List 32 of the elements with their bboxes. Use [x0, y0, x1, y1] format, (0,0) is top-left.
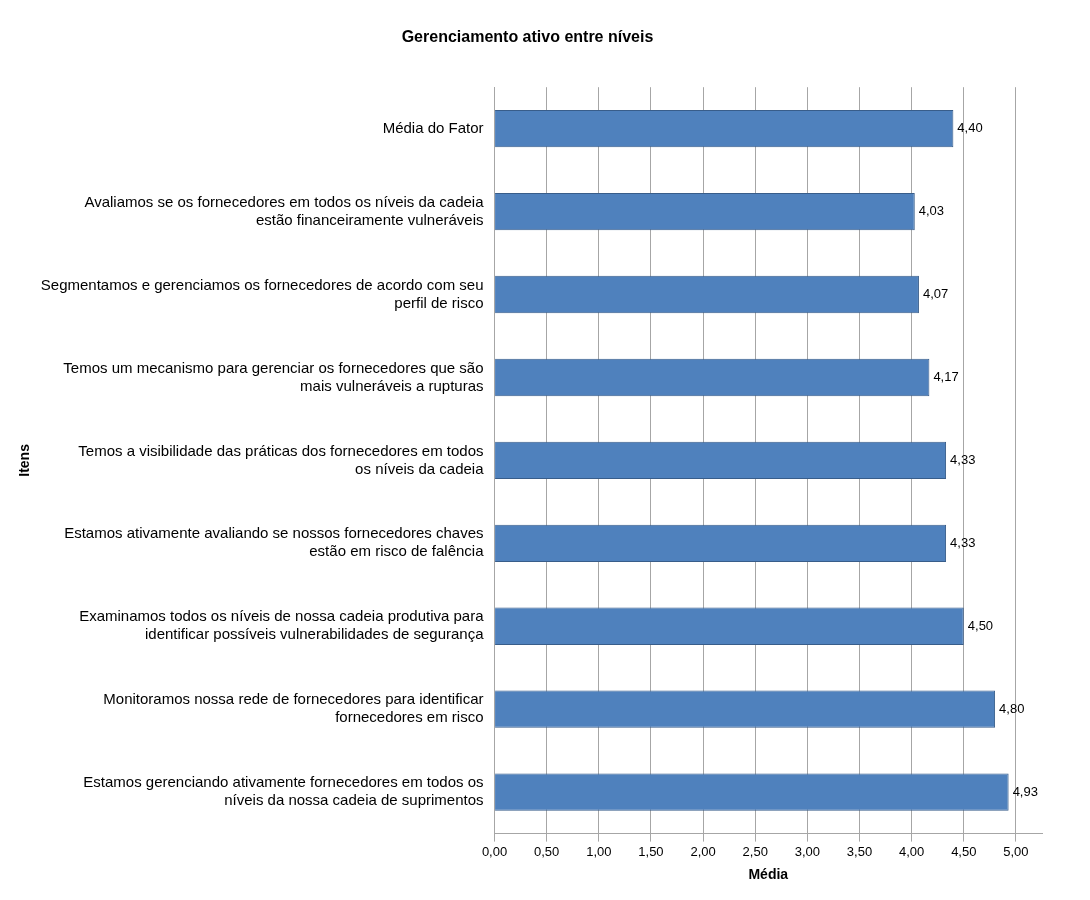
data-label: 4,03 — [918, 203, 945, 219]
data-label: 4,40 — [957, 120, 983, 136]
y-tick-label: Temos um mecanismo para gerenciar os fornecedores que são mais vulneráveis a rupturas — [63, 358, 484, 394]
x-tick-label: 1,50 — [638, 843, 664, 859]
y-tick-label: Avaliamos se os fornecedores em todos os níveis da cadeia estão financeiramente vulneráveis — [84, 192, 485, 228]
x-tick-label: 4,50 — [951, 843, 977, 859]
x-tick-label: 5,00 — [1003, 843, 1029, 859]
y-axis-title: Itens — [16, 443, 33, 477]
x-tick-label: 3,50 — [846, 843, 873, 859]
data-label: 4,50 — [967, 617, 994, 633]
data-label: 4,33 — [950, 451, 976, 467]
x-axis-title: Média — [748, 866, 789, 883]
y-tick-label: Estamos gerenciando ativamente fornecedores em todos os níveis da nossa cadeia de suprimentos — [83, 773, 484, 809]
y-tick-label: Média do Fator — [382, 118, 484, 136]
y-tick-label: Estamos ativamente avaliando se nossos fornecedores chaves estão em risco de falência — [64, 524, 485, 560]
data-label: 4,07 — [922, 286, 949, 302]
data-label: 4,17 — [933, 369, 959, 385]
x-tick-label: 0,00 — [481, 843, 508, 859]
x-tick-label: 3,00 — [794, 843, 821, 859]
x-tick-label: 2,00 — [690, 843, 716, 859]
y-tick-label: Segmentamos e gerenciamos os fornecedores de acordo com seu perfil de risco — [40, 275, 484, 311]
x-tick-label: 4,00 — [899, 843, 925, 859]
data-label: 4,33 — [950, 534, 976, 550]
y-tick-label: Monitoramos nossa rede de fornecedores para identificar fornecedores em risco — [103, 690, 484, 726]
x-tick-label: 2,50 — [742, 843, 768, 859]
x-tick-label: 0,50 — [534, 843, 560, 859]
data-label: 4,80 — [999, 700, 1025, 716]
chart-title: Gerenciamento ativo entre níveis — [401, 28, 654, 46]
x-tick-label: 1,00 — [586, 843, 612, 859]
y-tick-label: Temos a visibilidade das práticas dos fornecedores em todos os níveis da cadeia — [78, 441, 485, 477]
data-label: 4,93 — [1012, 783, 1038, 799]
y-tick-label: Examinamos todos os níveis de nossa cadeia produtiva para identificar possíveis vulnerabilidades de segurança — [79, 607, 485, 643]
